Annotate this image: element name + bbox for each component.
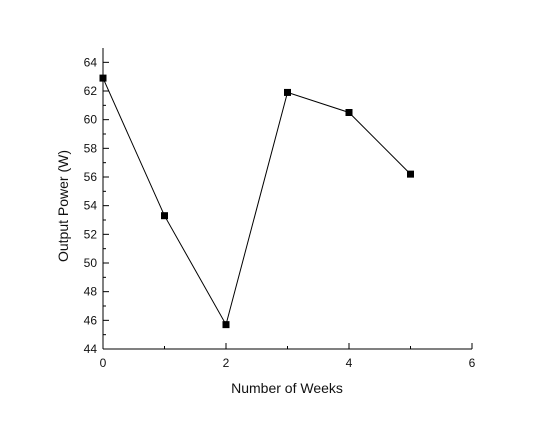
y-axis-title: Output Power (W) xyxy=(55,150,71,262)
y-tick-label: 46 xyxy=(84,313,98,327)
y-tick-label: 52 xyxy=(84,227,98,241)
data-point-marker xyxy=(222,321,230,329)
y-tick-label: 54 xyxy=(84,199,98,213)
y-tick-label: 64 xyxy=(84,55,98,69)
data-point-marker xyxy=(345,109,353,116)
data-point-marker xyxy=(407,170,414,178)
ticks xyxy=(102,61,473,350)
y-tick-label: 48 xyxy=(84,285,98,299)
data-point-marker xyxy=(161,212,168,220)
y-tick-label: 60 xyxy=(84,113,98,127)
y-tick-label: 58 xyxy=(84,141,98,155)
x-tick-label: 6 xyxy=(469,356,476,370)
data-point-marker xyxy=(284,88,291,96)
y-tick-label: 50 xyxy=(84,256,98,270)
x-tick-label: 4 xyxy=(346,356,353,370)
series-line xyxy=(102,77,411,326)
y-tick-label: 56 xyxy=(84,170,98,184)
series xyxy=(99,74,414,329)
y-tick-label: 44 xyxy=(84,342,98,356)
x-axis-title: Number of Weeks xyxy=(231,380,343,396)
data-point-marker xyxy=(99,74,107,82)
x-tick-label: 2 xyxy=(223,356,230,370)
x-tick-label: 0 xyxy=(100,356,107,370)
y-tick-label: 62 xyxy=(84,84,98,98)
